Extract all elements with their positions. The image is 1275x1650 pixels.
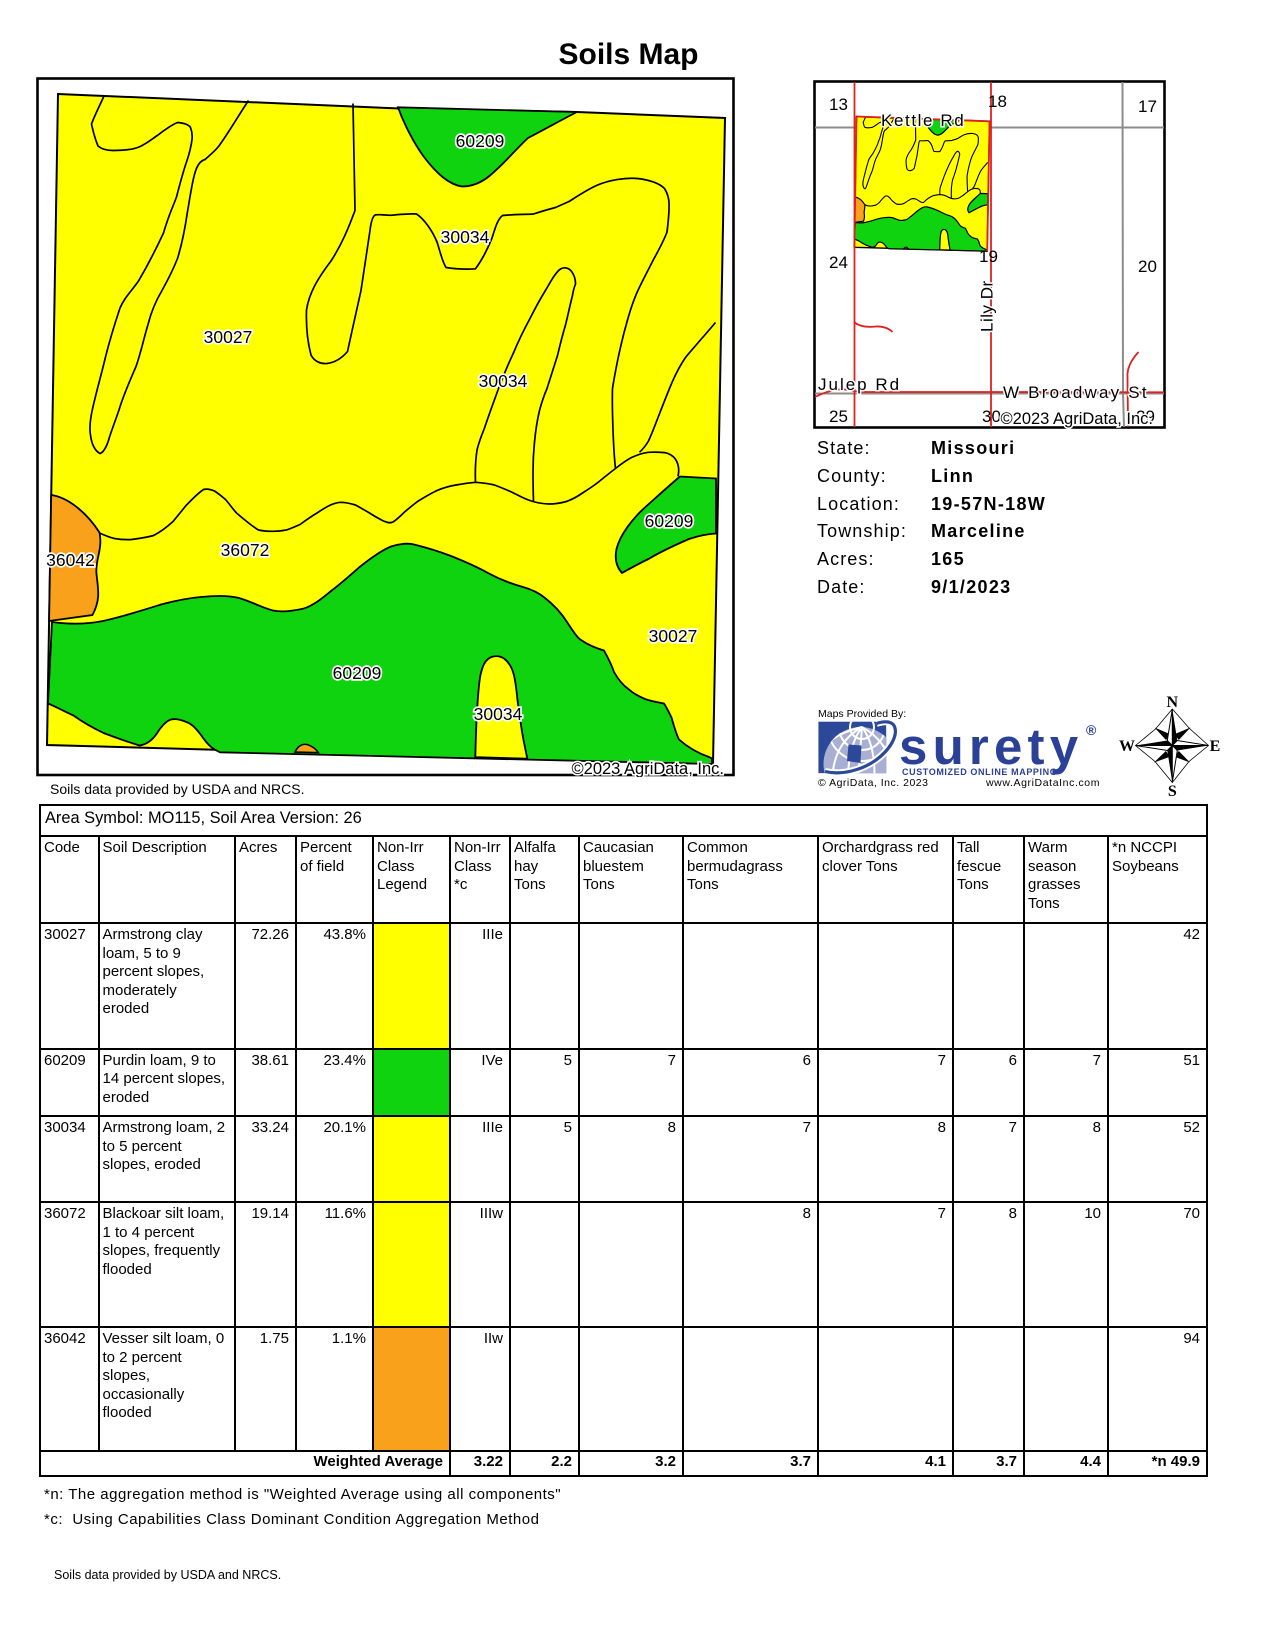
svg-text:©2023 AgriData, Inc.: ©2023 AgriData, Inc. — [1001, 410, 1154, 428]
svg-text:E: E — [1210, 738, 1221, 755]
svg-text:30: 30 — [982, 407, 1001, 426]
svg-text:W Broadway St: W Broadway St — [1003, 383, 1149, 402]
svg-text:60209: 60209 — [456, 131, 505, 151]
svg-text:17: 17 — [1138, 97, 1157, 116]
svg-text:36042: 36042 — [46, 550, 95, 570]
svg-text:25: 25 — [829, 407, 848, 426]
svg-text:60209: 60209 — [333, 663, 382, 683]
svg-text:36072: 36072 — [221, 540, 270, 560]
svg-text:24: 24 — [829, 253, 848, 272]
svg-text:CUSTOMIZED ONLINE MAPPING: CUSTOMIZED ONLINE MAPPING — [902, 767, 1057, 777]
svg-text:60209: 60209 — [645, 511, 694, 531]
svg-text:30034: 30034 — [441, 227, 490, 247]
svg-text:S: S — [1168, 783, 1177, 796]
svg-text:30034: 30034 — [474, 704, 523, 724]
svg-text:®: ® — [1086, 722, 1097, 738]
svg-text:19: 19 — [979, 247, 998, 266]
svg-text:30027: 30027 — [649, 626, 698, 646]
svg-text:18: 18 — [988, 92, 1007, 111]
svg-text:Julep Rd: Julep Rd — [818, 375, 901, 394]
svg-text:13: 13 — [829, 95, 848, 114]
svg-text:N: N — [1167, 694, 1179, 711]
svg-text:29: 29 — [1136, 407, 1155, 426]
svg-text:Kettle Rd: Kettle Rd — [881, 111, 965, 130]
svg-text:Lily Dr: Lily Dr — [978, 280, 997, 332]
svg-text:©2023 AgriData, Inc.: ©2023 AgriData, Inc. — [572, 760, 725, 777]
svg-text:30034: 30034 — [479, 371, 528, 391]
svg-text:20: 20 — [1138, 257, 1157, 276]
svg-text:surety: surety — [899, 718, 1083, 775]
svg-text:30027: 30027 — [204, 327, 253, 347]
svg-text:W: W — [1119, 738, 1135, 755]
